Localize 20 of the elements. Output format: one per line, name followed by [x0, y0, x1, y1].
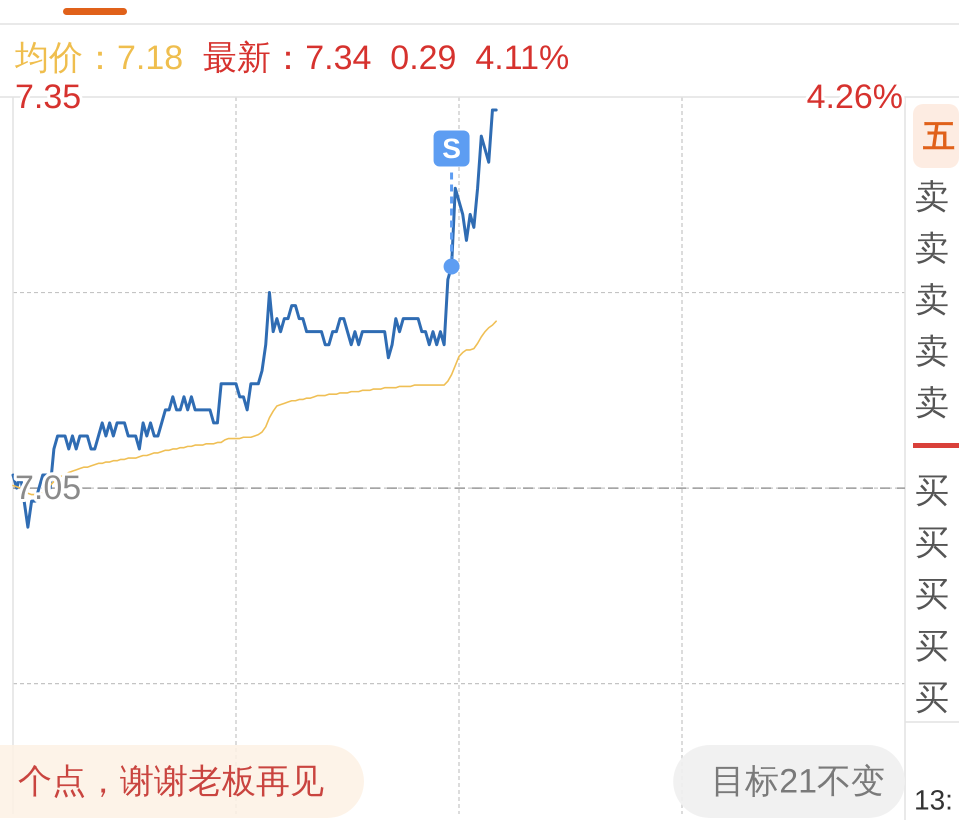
- text: 买: [915, 627, 949, 666]
- annotation: 4.26%: [806, 78, 903, 116]
- text: 买: [915, 679, 949, 718]
- text: 五: [922, 118, 955, 154]
- chart-title: 均价：7.18: [14, 39, 184, 77]
- text: 卖: [915, 281, 949, 319]
- annotation: 个点，谢谢老板再见: [18, 762, 324, 800]
- text: 卖: [915, 332, 949, 370]
- text: 卖: [915, 230, 949, 268]
- text: 买: [915, 472, 949, 510]
- text: 卖: [915, 384, 949, 422]
- annotation: 目标21不变: [711, 762, 886, 800]
- line-series: [12, 108, 498, 529]
- chart-subtitle: 最新：7.34 0.29 4.11%: [203, 39, 570, 77]
- text: 买: [915, 524, 949, 562]
- text: 卖: [915, 178, 949, 216]
- y-tick-label: 7.35: [15, 78, 82, 116]
- text: 13:: [914, 784, 953, 816]
- text: 买: [915, 576, 949, 614]
- annotation: S: [442, 132, 461, 164]
